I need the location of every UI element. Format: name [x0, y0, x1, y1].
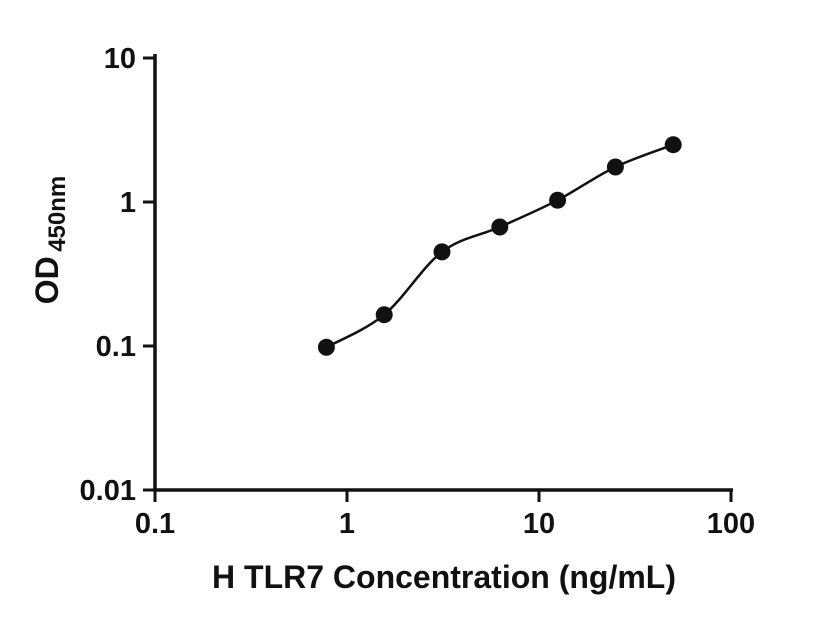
y-tick-label: 0.01	[80, 475, 136, 507]
data-point	[664, 136, 682, 154]
y-axis-title-subscript: 450nm	[44, 176, 71, 252]
y-axis-title: OD 450nm	[29, 176, 71, 305]
y-tick-label: 1	[120, 187, 136, 219]
data-point	[549, 191, 567, 209]
data-point	[491, 218, 509, 236]
x-tick-label: 0.1	[135, 508, 175, 540]
y-tick-label: 0.1	[96, 331, 136, 363]
plot-series	[317, 136, 682, 356]
x-tick-label: 100	[707, 508, 755, 540]
data-point	[317, 338, 335, 356]
y-tick-label: 10	[104, 43, 136, 75]
data-point	[433, 243, 451, 261]
data-point	[606, 158, 624, 176]
y-axis-title-main: OD	[29, 256, 65, 304]
axes	[153, 54, 733, 492]
x-tick-label: 10	[523, 508, 555, 540]
x-axis-title: H TLR7 Concentration (ng/mL)	[212, 559, 676, 595]
axis-titles: H TLR7 Concentration (ng/mL) OD 450nm	[29, 176, 676, 595]
data-point	[375, 306, 393, 324]
x-tick-label: 1	[339, 508, 355, 540]
tick-marks	[143, 56, 733, 502]
